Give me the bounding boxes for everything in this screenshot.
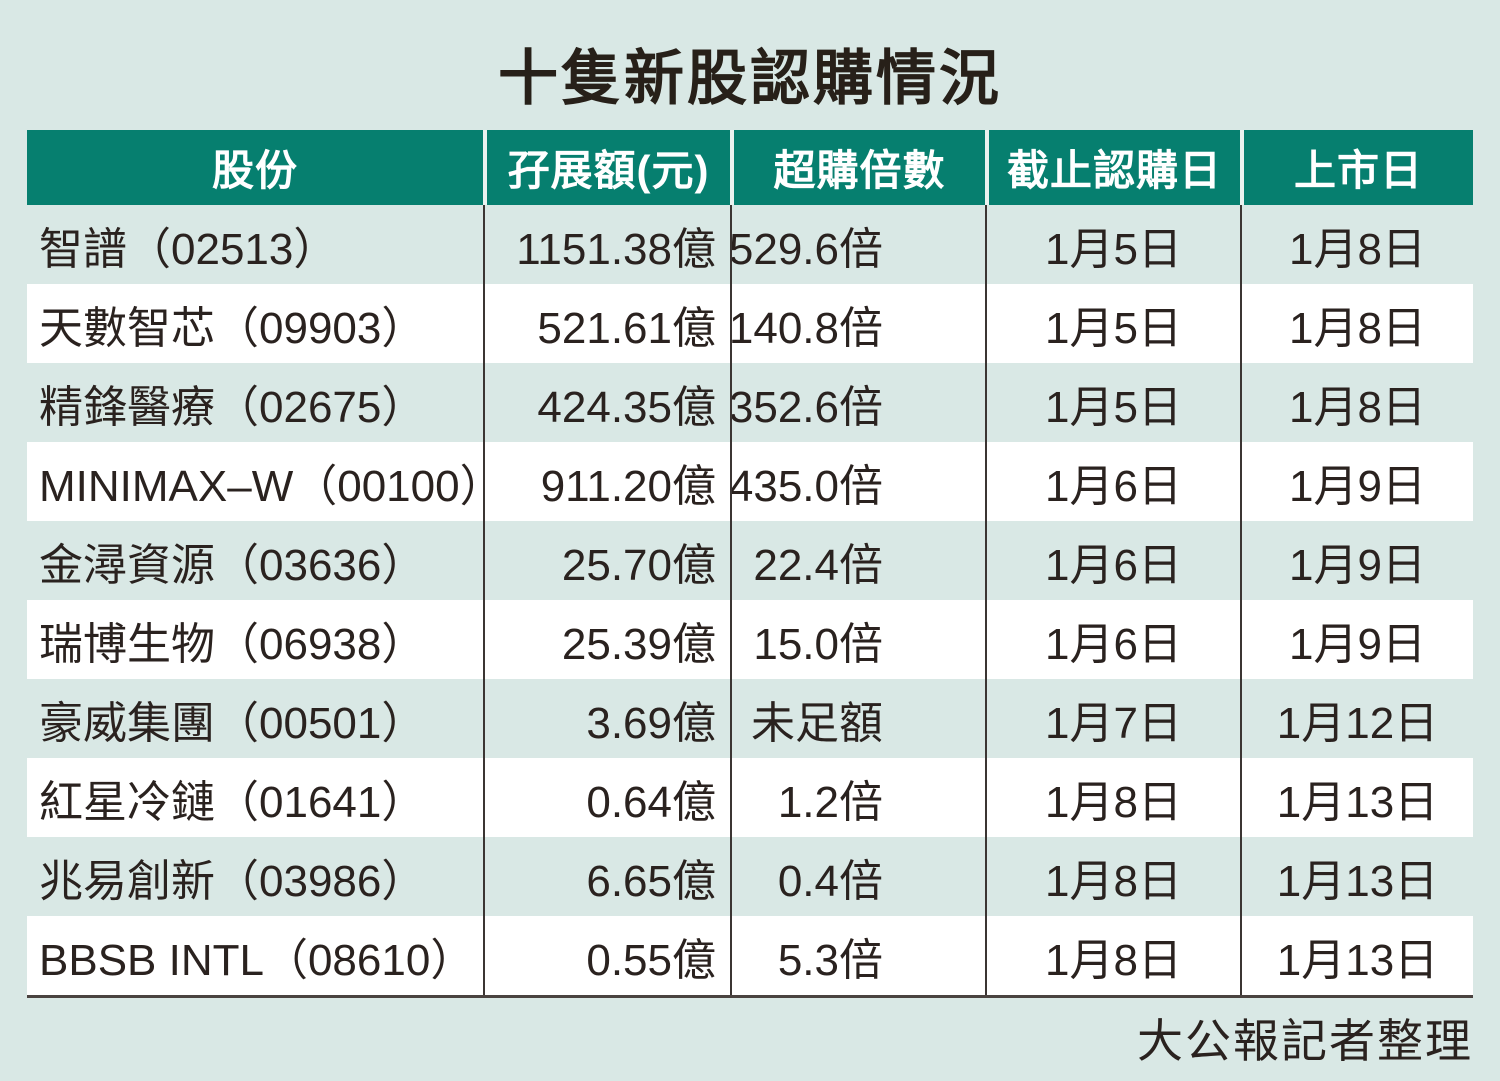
cell-oversubscription: 15.0倍 — [730, 600, 985, 679]
table-row: 智譜（02513） 1151.38億 529.6倍 1月5日 1月8日 — [27, 205, 1473, 284]
table-row: 瑞博生物（06938） 25.39億 15.0倍 1月6日 1月9日 — [27, 600, 1473, 679]
table-row: MINIMAX–W（00100） 911.20億 435.0倍 1月6日 1月9日 — [27, 442, 1473, 521]
cell-oversubscription: 未足額 — [730, 679, 985, 758]
table-row: 豪威集團（00501） 3.69億 未足額 1月7日 1月12日 — [27, 679, 1473, 758]
cell-oversubscription: 352.6倍 — [730, 363, 985, 442]
cell-oversubscription: 0.4倍 — [730, 837, 985, 916]
cell-deadline-date: 1月8日 — [985, 758, 1240, 837]
cell-deadline-date: 1月6日 — [985, 442, 1240, 521]
table-row: 兆易創新（03986） 6.65億 0.4倍 1月8日 1月13日 — [27, 837, 1473, 916]
header-cell-oversubscription: 超購倍數 — [730, 130, 985, 205]
cell-stock: 紅星冷鏈（01641） — [39, 777, 426, 827]
header-cell-listing-date: 上市日 — [1240, 130, 1473, 205]
cell-listing-date: 1月12日 — [1240, 679, 1473, 758]
cell-margin-amount: 521.61億 — [483, 284, 730, 363]
table-row: 天數智芯（09903） 521.61億 140.8倍 1月5日 1月8日 — [27, 284, 1473, 363]
cell-margin-amount: 25.39億 — [483, 600, 730, 679]
cell-listing-date: 1月8日 — [1240, 363, 1473, 442]
cell-listing-date: 1月13日 — [1240, 758, 1473, 837]
table-row: 紅星冷鏈（01641） 0.64億 1.2倍 1月8日 1月13日 — [27, 758, 1473, 837]
table-body: 智譜（02513） 1151.38億 529.6倍 1月5日 1月8日 天數智芯（0990… — [27, 205, 1473, 998]
cell-deadline-date: 1月8日 — [985, 916, 1240, 995]
cell-margin-amount: 1151.38億 — [483, 205, 730, 284]
cell-stock: 豪威集團（00501） — [39, 698, 426, 748]
cell-stock: 智譜（02513） — [39, 224, 338, 274]
cell-listing-date: 1月9日 — [1240, 442, 1473, 521]
cell-listing-date: 1月9日 — [1240, 521, 1473, 600]
cell-margin-amount: 3.69億 — [483, 679, 730, 758]
cell-deadline-date: 1月5日 — [985, 284, 1240, 363]
cell-deadline-date: 1月7日 — [985, 679, 1240, 758]
cell-oversubscription: 22.4倍 — [730, 521, 985, 600]
cell-oversubscription: 435.0倍 — [730, 442, 985, 521]
cell-margin-amount: 25.70億 — [483, 521, 730, 600]
header-cell-stock: 股份 — [27, 130, 483, 205]
table-row: 精鋒醫療（02675） 424.35億 352.6倍 1月5日 1月8日 — [27, 363, 1473, 442]
cell-oversubscription: 140.8倍 — [730, 284, 985, 363]
ipo-subscription-table: 股份 孖展額(元) 超購倍數 截止認購日 上市日 智譜（02513） 1151.38億 52… — [27, 130, 1473, 998]
cell-oversubscription: 1.2倍 — [730, 758, 985, 837]
cell-margin-amount: 424.35億 — [483, 363, 730, 442]
header-cell-margin-amount: 孖展額(元) — [483, 130, 730, 205]
cell-stock: 精鋒醫療（02675） — [39, 382, 426, 432]
source-note: 大公報記者整理 — [1137, 1015, 1473, 1067]
cell-listing-date: 1月8日 — [1240, 205, 1473, 284]
cell-margin-amount: 0.55億 — [483, 916, 730, 995]
cell-deadline-date: 1月6日 — [985, 521, 1240, 600]
table-row: BBSB INTL（08610） 0.55億 5.3倍 1月8日 1月13日 — [27, 916, 1473, 995]
cell-listing-date: 1月9日 — [1240, 600, 1473, 679]
cell-deadline-date: 1月5日 — [985, 363, 1240, 442]
cell-stock: 兆易創新（03986） — [39, 856, 426, 906]
table-row: 金潯資源（03636） 25.70億 22.4倍 1月6日 1月9日 — [27, 521, 1473, 600]
table-header-row: 股份 孖展額(元) 超購倍數 截止認購日 上市日 — [27, 130, 1473, 205]
cell-stock: 金潯資源（03636） — [39, 540, 426, 590]
page-title: 十隻新股認購情況 — [498, 45, 1002, 112]
cell-deadline-date: 1月5日 — [985, 205, 1240, 284]
cell-deadline-date: 1月8日 — [985, 837, 1240, 916]
cell-stock: 瑞博生物（06938） — [39, 619, 426, 669]
cell-stock: 天數智芯（09903） — [39, 303, 426, 353]
cell-margin-amount: 6.65億 — [483, 837, 730, 916]
cell-margin-amount: 911.20億 — [483, 442, 730, 521]
header-cell-deadline-date: 截止認購日 — [985, 130, 1240, 205]
cell-deadline-date: 1月6日 — [985, 600, 1240, 679]
cell-listing-date: 1月8日 — [1240, 284, 1473, 363]
cell-oversubscription: 529.6倍 — [730, 205, 985, 284]
cell-oversubscription: 5.3倍 — [730, 916, 985, 995]
cell-stock: BBSB INTL（08610） — [39, 935, 475, 985]
cell-listing-date: 1月13日 — [1240, 916, 1473, 995]
cell-stock: MINIMAX–W（00100） — [39, 461, 483, 511]
cell-listing-date: 1月13日 — [1240, 837, 1473, 916]
cell-margin-amount: 0.64億 — [483, 758, 730, 837]
